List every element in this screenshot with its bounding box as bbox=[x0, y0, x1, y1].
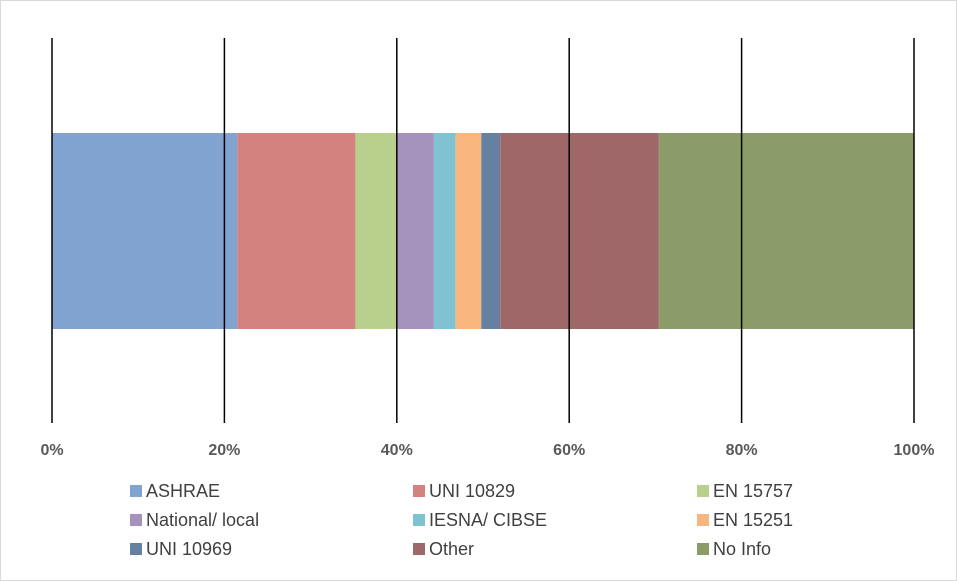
legend-label: IESNA/ CIBSE bbox=[429, 510, 547, 530]
bar-segment bbox=[433, 133, 456, 329]
x-tick-label: 0% bbox=[40, 442, 63, 459]
x-tick-label: 40% bbox=[381, 442, 413, 459]
legend-label: Other bbox=[429, 539, 474, 559]
bar-segment bbox=[355, 133, 396, 329]
legend-swatch bbox=[130, 514, 142, 526]
legend-swatch bbox=[697, 543, 709, 555]
legend-swatch bbox=[413, 514, 425, 526]
x-tick-label: 20% bbox=[208, 442, 240, 459]
legend-label: No Info bbox=[713, 539, 771, 559]
legend-swatch bbox=[130, 543, 142, 555]
legend-label: EN 15251 bbox=[713, 510, 793, 530]
legend-swatch bbox=[697, 485, 709, 497]
bar-segment bbox=[395, 133, 434, 329]
bar-segment bbox=[237, 133, 356, 329]
legend-label: UNI 10969 bbox=[146, 539, 232, 559]
x-tick-label: 60% bbox=[553, 442, 585, 459]
x-tick-label: 80% bbox=[726, 442, 758, 459]
bar-segment bbox=[658, 133, 914, 329]
bar-segment bbox=[481, 133, 501, 329]
bar-segment bbox=[500, 133, 659, 329]
legend-label: EN 15757 bbox=[713, 481, 793, 501]
legend-swatch bbox=[130, 485, 142, 497]
legend-swatch bbox=[413, 485, 425, 497]
legend-swatch bbox=[697, 514, 709, 526]
x-tick-label: 100% bbox=[894, 442, 935, 459]
legend-label: National/ local bbox=[146, 510, 259, 530]
bar-segment bbox=[455, 133, 482, 329]
bar-segment bbox=[52, 133, 238, 329]
legend-label: ASHRAE bbox=[146, 481, 220, 501]
legend-label: UNI 10829 bbox=[429, 481, 515, 501]
legend-swatch bbox=[413, 543, 425, 555]
